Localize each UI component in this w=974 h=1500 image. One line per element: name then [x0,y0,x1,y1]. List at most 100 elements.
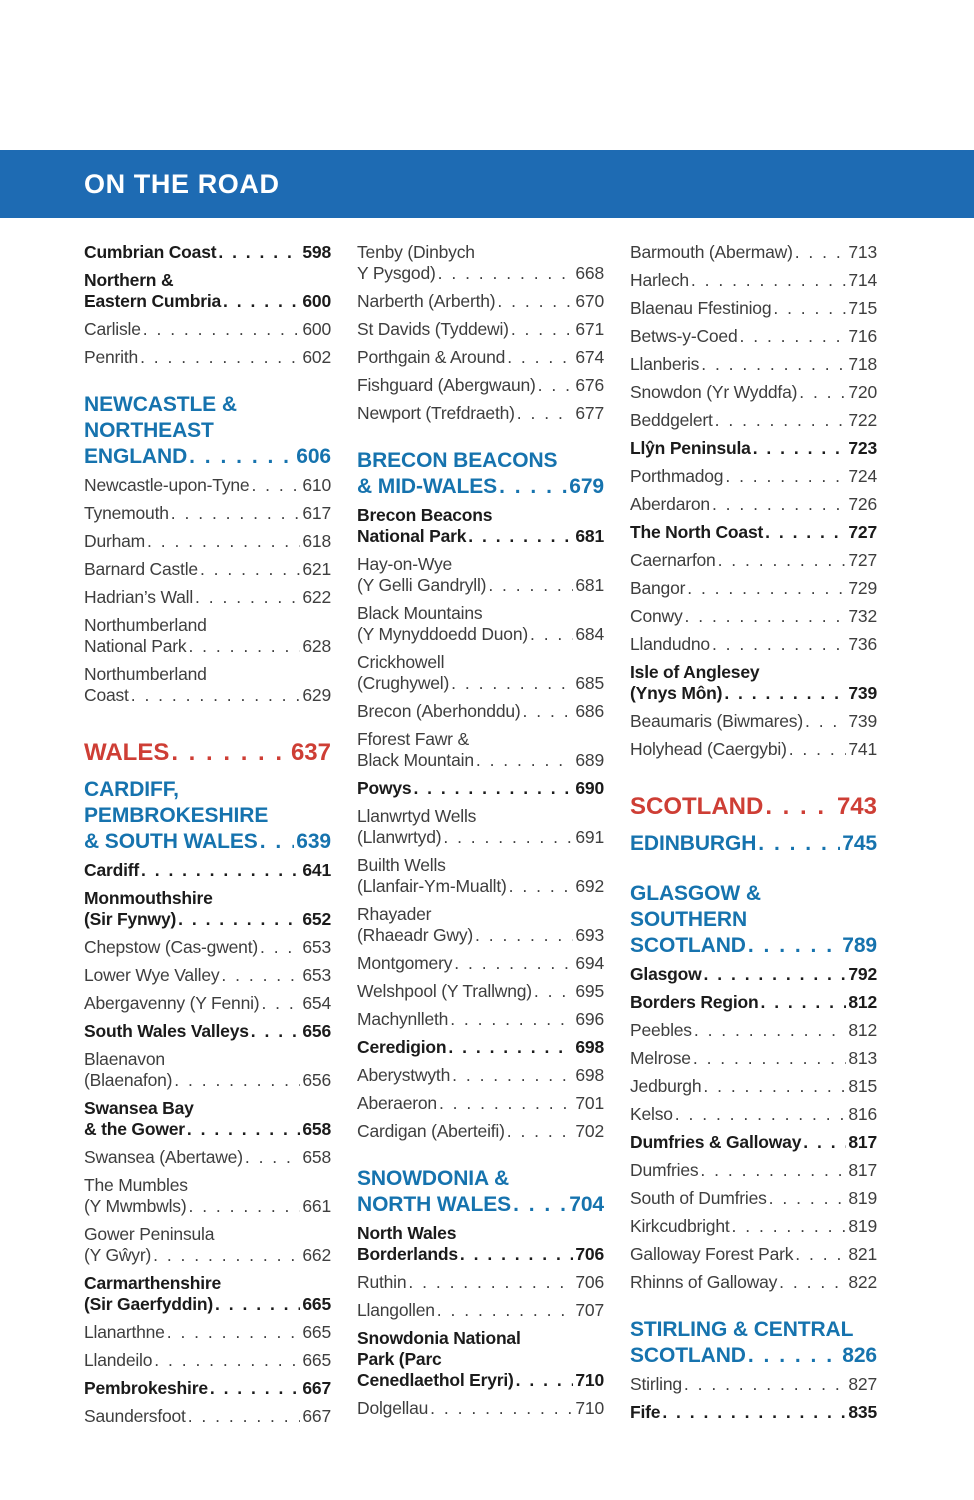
entry-label-line: The Mumbles [84,1175,188,1195]
page-number: 812 [848,992,877,1012]
dot-leader: . . . . . . . . . . . . . . . . . . . . … [174,1070,300,1090]
entry-label: Coast [84,685,129,705]
dot-leader: . . . . . . . . . . . . . . . . . . . . … [795,1244,846,1264]
toc-entry: Pembrokeshire . . . . . . . . . . . . . … [84,1378,331,1399]
entry-label: Aberystwyth [357,1065,451,1085]
page-number: 722 [848,410,877,430]
dot-leader: . . . . . . . . . . . . . . . . . . . . … [739,326,847,346]
page-number: 714 [848,270,877,290]
toc-entry: Melrose . . . . . . . . . . . . . . . . … [630,1048,877,1069]
dot-leader: . . . . . . . . . . . . . . . . . . . . … [154,1350,300,1370]
entry-label: (Sir Fynwy) [84,909,177,929]
page-number: 668 [575,263,604,283]
dot-leader: . . . . . . . . . . . . . . . . . . . . … [683,1374,846,1394]
toc-entry: Porthmadog . . . . . . . . . . . . . . .… [630,466,877,487]
dot-leader: . . . . . . . . . . . . . . . . . . . . … [747,934,840,957]
page-number: 729 [848,578,877,598]
page-number: 726 [848,494,877,514]
page-number: 658 [302,1119,331,1139]
dot-leader: . . . . . . . . . . . . . . . . . . . . … [166,1322,301,1342]
dot-leader: . . . . . . . . . . . . . . . . . . . . … [522,701,574,721]
entry-label: Penrith [84,347,139,367]
toc-entry: Lower Wye Valley . . . . . . . . . . . .… [84,965,331,986]
page-number: 684 [575,624,604,644]
dot-leader: . . . . . . . . . . . . . . . . . . . . … [430,1398,573,1418]
page-number: 641 [302,860,331,880]
entry-label-line: SNOWDONIA & [357,1167,510,1190]
dot-leader: . . . . . . . . . . . . . . . . . . . . … [711,494,846,514]
page-number: 667 [302,1406,331,1426]
page-number: 789 [842,934,877,957]
entry-label: Ceredigion [357,1037,447,1057]
entry-label: Caernarfon [630,550,716,570]
toc-entry: Cumbrian Coast . . . . . . . . . . . . .… [84,242,331,263]
dot-leader: . . . . . . . . . . . . . . . . . . . . … [130,685,301,705]
entry-label: SCOTLAND [630,793,764,820]
dot-leader: . . . . . . . . . . . . . . . . . . . . … [687,578,846,598]
dot-leader: . . . . . . . . . . . . . . . . . . . . … [499,475,567,498]
entry-label: Aberaeron [357,1093,437,1113]
dot-leader: . . . . . . . . . . . . . . . . . . . . … [693,1020,847,1040]
page-number: 813 [848,1048,877,1068]
page-number: 819 [848,1188,877,1208]
toc-entry: Swansea (Abertawe) . . . . . . . . . . .… [84,1147,331,1168]
entry-label: (Y Gelli Gandryll) [357,575,487,595]
toc-entry: Chepstow (Cas-gwent) . . . . . . . . . .… [84,937,331,958]
entry-label: (Sir Gaerfyddin) [84,1294,214,1314]
dot-leader: . . . . . . . . . . . . . . . . . . . . … [475,925,573,945]
entry-label: Porthgain & Around [357,347,506,367]
page-number: 739 [848,683,877,703]
page-number: 629 [302,685,331,705]
toc-entry: Llanarthne . . . . . . . . . . . . . . .… [84,1322,331,1343]
toc-entry: Llandeilo . . . . . . . . . . . . . . . … [84,1350,331,1371]
dot-leader: . . . . . . . . . . . . . . . . . . . . … [515,1370,574,1390]
entry-label-line: BRECON BEACONS [357,449,558,472]
entry-label: Rhinns of Galloway [630,1272,778,1292]
entry-label-line: Northumberland [84,615,207,635]
toc-entry: Beddgelert . . . . . . . . . . . . . . .… [630,410,877,431]
toc-entry: Galloway Forest Park . . . . . . . . . .… [630,1244,877,1265]
page-number: 676 [575,375,604,395]
toc-entry: Carmarthenshire (Sir Gaerfyddin) . . . . … [84,1273,331,1315]
dot-leader: . . . . . . . . . . . . . . . . . . . . … [259,937,300,957]
entry-label: Durham [84,531,146,551]
dot-leader: . . . . . . . . . . . . . . . . . . . . … [438,1093,573,1113]
toc-entry: Dumfries & Galloway . . . . . . . . . . … [630,1132,877,1153]
dot-leader: . . . . . . . . . . . . . . . . . . . . … [510,319,574,339]
entry-label: Hadrian’s Wall [84,587,194,607]
dot-leader: . . . . . . . . . . . . . . . . . . . . … [195,587,300,607]
page-number: 667 [302,1378,331,1398]
page-number: 817 [848,1132,877,1152]
page-number: 674 [575,347,604,367]
entry-label: (Llanwrtyd) [357,827,442,847]
entry-label: Swansea (Abertawe) [84,1147,243,1167]
toc-entry: Llanberis . . . . . . . . . . . . . . . … [630,354,877,375]
toc-entry: Caernarfon . . . . . . . . . . . . . . .… [630,550,877,571]
page-number: 694 [575,953,604,973]
entry-label: National Park [357,526,467,546]
toc-entry: Jedburgh . . . . . . . . . . . . . . . .… [630,1076,877,1097]
dot-leader: . . . . . . . . . . . . . . . . . . . . … [178,909,300,929]
page-number: 686 [575,701,604,721]
entry-label: (Rhaeadr Gwy) [357,925,474,945]
entry-label: Kelso [630,1104,673,1124]
entry-label-line: Carmarthenshire [84,1273,222,1293]
toc-entry: Builth Wells (Llanfair-Ym-Muallt) . . . .… [357,855,604,897]
toc-entry: Durham . . . . . . . . . . . . . . . . .… [84,531,331,552]
dot-leader: . . . . . . . . . . . . . . . . . . . . … [516,403,574,423]
toc-column-2: Tenby (Dinbych Y Pysgod) . . . . . . . . … [357,242,604,1434]
dot-leader: . . . . . . . . . . . . . . . . . . . . … [700,1160,846,1180]
entry-label-line: Builth Wells [357,855,446,875]
dot-leader: . . . . . . . . . . . . . . . . . . . . … [459,1244,574,1264]
dot-leader: . . . . . . . . . . . . . . . . . . . . … [187,1406,301,1426]
dot-leader: . . . . . . . . . . . . . . . . . . . . … [662,1402,846,1422]
toc-entry: South of Dumfries . . . . . . . . . . . … [630,1188,877,1209]
toc-entry: Northumberland National Park . . . . . . … [84,615,331,657]
entry-label: ENGLAND [84,445,188,468]
entry-label-line: Black Mountains [357,603,483,623]
entry-label: Holyhead (Caergybi) [630,739,787,759]
entry-label: Y Pysgod) [357,263,436,283]
entry-label: Borderlands [357,1244,458,1264]
entry-label: Cardiff [84,860,139,880]
dot-leader: . . . . . . . . . . . . . . . . . . . . … [758,832,840,855]
